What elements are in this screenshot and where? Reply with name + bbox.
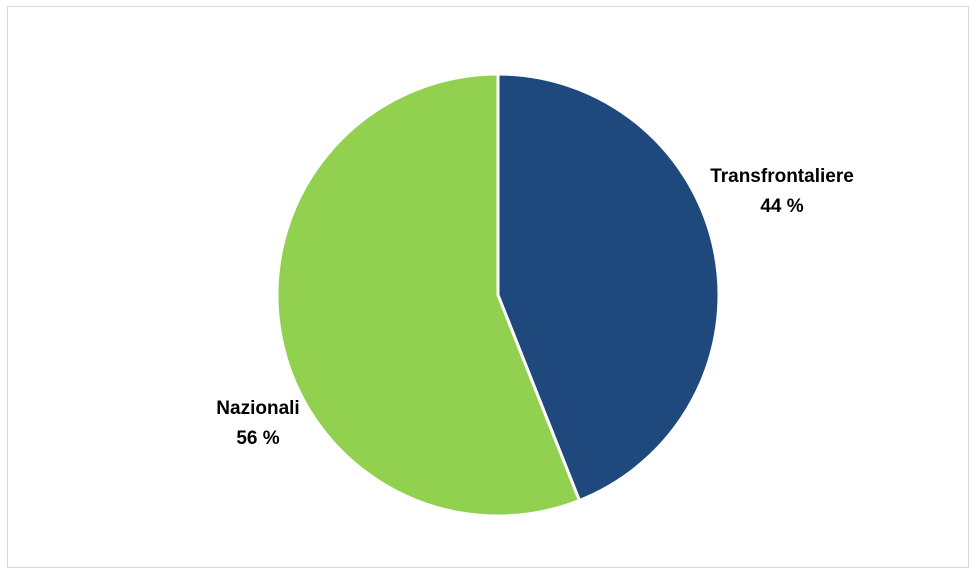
data-label-category: Nazionali	[216, 398, 299, 419]
pie-labels: Transfrontaliere 44 % Nazionali 56 %	[216, 166, 854, 449]
data-label-category: Transfrontaliere	[710, 166, 854, 187]
data-label-value: 44 %	[760, 196, 803, 217]
data-label-value: 56 %	[236, 428, 279, 449]
pie-slices	[275, 72, 721, 518]
data-label-transfrontaliere: Transfrontaliere 44 %	[710, 166, 854, 217]
data-label-nazionali: Nazionali 56 %	[216, 398, 299, 449]
pie-slice-nazionali	[275, 72, 581, 518]
pie-slice-transfrontaliere	[496, 72, 721, 502]
